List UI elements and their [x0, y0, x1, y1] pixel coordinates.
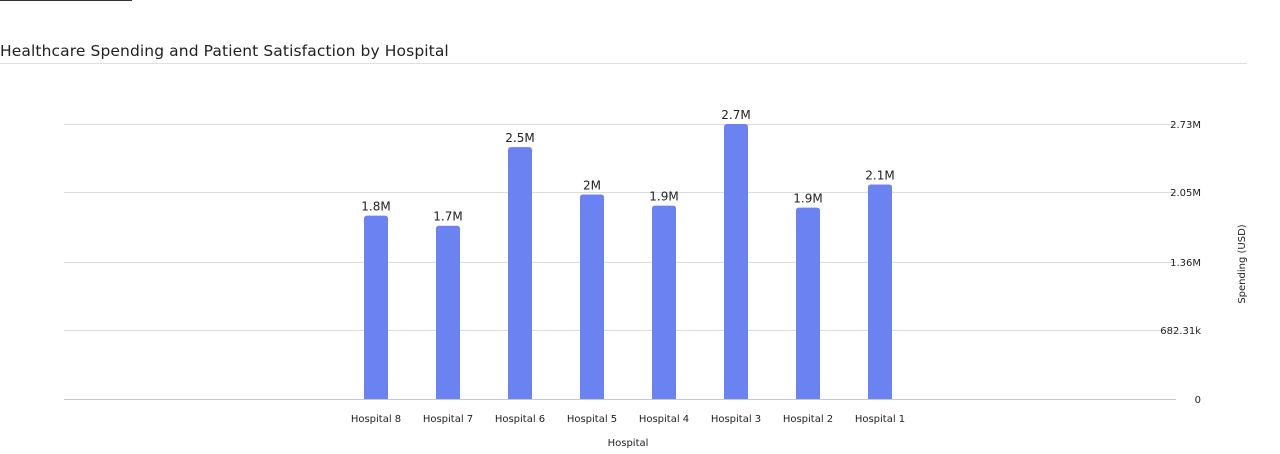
x-tick-label: Hospital 8 [351, 414, 401, 425]
y-axis-title: Spending (USD) [1237, 224, 1248, 303]
bar[interactable] [868, 184, 892, 399]
y-axis-ticks: 0 682.31k 1.36M 2.05M 2.73M [1160, 120, 1201, 406]
x-tick-label: Hospital 1 [855, 414, 905, 425]
top-rule [0, 0, 132, 1]
x-tick-label: Hospital 4 [639, 414, 689, 425]
x-axis-title: Hospital [608, 438, 649, 449]
x-tick-label: Hospital 7 [423, 414, 473, 425]
bar-value-label: 2.1M [865, 168, 894, 182]
x-tick-label: Hospital 5 [567, 414, 617, 425]
bar[interactable] [580, 194, 604, 399]
bar-value-label: 1.8M [361, 200, 390, 214]
bar-value-label: 1.9M [649, 190, 678, 204]
y-tick-label: 2.05M [1170, 188, 1201, 199]
y-tick-label: 2.73M [1170, 120, 1201, 131]
y-tick-label: 682.31k [1160, 326, 1201, 337]
bar-value-label: 2.5M [505, 131, 534, 145]
x-tick-label: Hospital 6 [495, 414, 545, 425]
x-tick-label: Hospital 3 [711, 414, 761, 425]
bar-value-label: 1.9M [793, 192, 822, 206]
y-tick-label: 0 [1195, 395, 1201, 406]
chart-title: Healthcare Spending and Patient Satisfac… [0, 42, 449, 60]
bar[interactable] [724, 124, 748, 399]
bar-value-label: 2.7M [721, 108, 750, 122]
bars [364, 124, 892, 399]
chart-header: Healthcare Spending and Patient Satisfac… [0, 42, 1247, 64]
bar-value-label: 2M [583, 179, 601, 193]
bar[interactable] [508, 147, 532, 399]
bar[interactable] [652, 205, 676, 399]
bar-value-label: 1.7M [433, 210, 462, 224]
y-tick-label: 1.36M [1170, 258, 1201, 269]
bar[interactable] [436, 225, 460, 399]
x-axis-ticks: Hospital 8 Hospital 7 Hospital 6 Hospital 5… [351, 414, 905, 425]
bar[interactable] [364, 215, 388, 399]
x-tick-label: Hospital 2 [783, 414, 833, 425]
data-labels: 1.8M 1.7M 2.5M 2M 1.9M 2.7M 1.9M 2.1M [361, 108, 894, 224]
gridlines [64, 124, 1176, 400]
bar[interactable] [796, 207, 820, 399]
